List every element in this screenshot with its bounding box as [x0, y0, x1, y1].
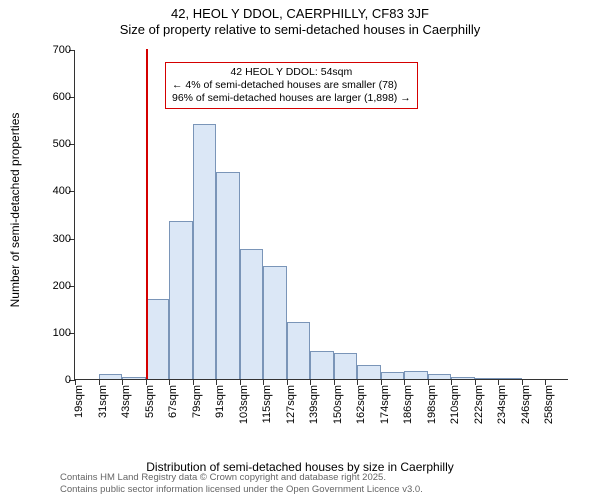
- x-tick-label: 174sqm: [379, 385, 391, 424]
- x-tick-label: 150sqm: [332, 385, 344, 424]
- x-tick-label: 139sqm: [308, 385, 320, 424]
- annotation-line: 42 HEOL Y DDOL: 54sqm: [172, 66, 411, 79]
- x-tick-label: 115sqm: [261, 385, 273, 423]
- chart-title-block: 42, HEOL Y DDOL, CAERPHILLY, CF83 3JF Si…: [0, 0, 600, 37]
- x-tick-label: 19sqm: [73, 385, 85, 418]
- x-tick-label: 43sqm: [120, 385, 132, 418]
- x-tick-label: 103sqm: [238, 385, 250, 424]
- histogram-bar: [475, 378, 499, 379]
- x-tick-label: 234sqm: [496, 385, 508, 424]
- annotation-line: ← 4% of semi-detached houses are smaller…: [172, 79, 411, 92]
- x-tick-label: 210sqm: [449, 385, 461, 424]
- annotation-line: 96% of semi-detached houses are larger (…: [172, 92, 411, 105]
- y-axis-title: Number of semi-detached properties: [8, 113, 22, 308]
- chart-area: 0 100 200 300 400 500 600 700 19sqm 31sqm 43sqm 55s…: [46, 44, 576, 422]
- histogram-bar: [193, 124, 217, 379]
- annotation-box: 42 HEOL Y DDOL: 54sqm← 4% of semi-detach…: [165, 62, 418, 109]
- histogram-bar: [357, 365, 381, 379]
- histogram-bar: [310, 351, 334, 379]
- chart-title-sub: Size of property relative to semi-detach…: [0, 22, 600, 37]
- footer-attribution: Contains HM Land Registry data © Crown c…: [60, 472, 423, 496]
- subject-marker-line: [146, 49, 148, 379]
- footer-line-1: Contains HM Land Registry data © Crown c…: [60, 472, 423, 484]
- histogram-bar: [169, 221, 193, 379]
- y-tick-label: 500: [43, 138, 71, 150]
- histogram-bar: [99, 374, 123, 379]
- histogram-bar: [263, 266, 287, 379]
- x-tick-label: 222sqm: [473, 385, 485, 424]
- histogram-bar: [146, 299, 170, 379]
- histogram-bar: [216, 172, 240, 379]
- x-tick-label: 198sqm: [426, 385, 438, 424]
- x-tick-label: 31sqm: [97, 385, 109, 418]
- chart-title-main: 42, HEOL Y DDOL, CAERPHILLY, CF83 3JF: [0, 6, 600, 21]
- x-tick-label: 258sqm: [543, 385, 555, 424]
- histogram-bar: [451, 377, 475, 379]
- y-tick-label: 700: [43, 44, 71, 56]
- histogram-bar: [404, 371, 428, 379]
- histogram-bar: [381, 372, 405, 379]
- histogram-bar: [334, 353, 358, 379]
- x-tick-label: 91sqm: [214, 385, 226, 418]
- x-tick-label: 79sqm: [191, 385, 203, 418]
- y-tick-label: 600: [43, 91, 71, 103]
- x-tick-label: 162sqm: [355, 385, 367, 424]
- y-tick-label: 200: [43, 280, 71, 292]
- histogram-bar: [428, 374, 452, 379]
- plot-area: 010020030040050060070019sqm31sqm43sqm55s…: [74, 50, 568, 380]
- x-tick-label: 246sqm: [520, 385, 532, 424]
- histogram-bar: [240, 249, 264, 379]
- histogram-bar: [287, 322, 311, 379]
- x-tick-label: 127sqm: [285, 385, 297, 424]
- y-tick-label: 400: [43, 185, 71, 197]
- histogram-bar: [122, 377, 146, 379]
- x-tick-label: 55sqm: [144, 385, 156, 418]
- y-tick-label: 300: [43, 233, 71, 245]
- y-tick-label: 0: [43, 374, 71, 386]
- x-tick-label: 67sqm: [167, 385, 179, 418]
- histogram-bar: [498, 378, 522, 379]
- y-tick-label: 100: [43, 327, 71, 339]
- footer-line-2: Contains public sector information licen…: [60, 484, 423, 496]
- x-tick-label: 186sqm: [402, 385, 414, 424]
